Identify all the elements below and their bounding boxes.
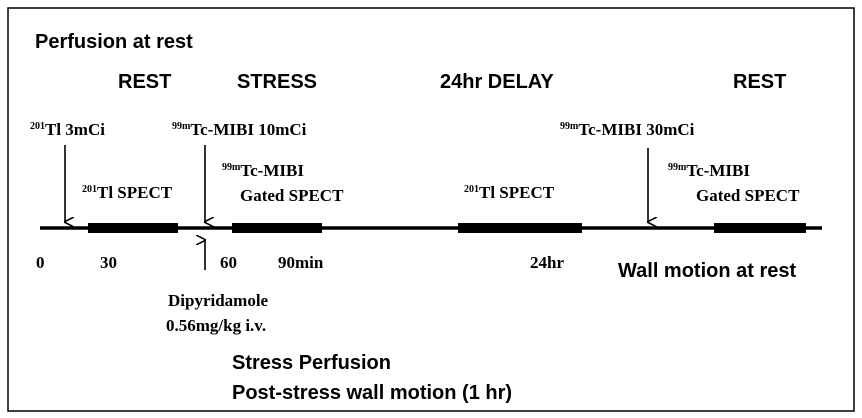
scan-block xyxy=(714,223,806,233)
time-label: 24hr xyxy=(530,253,564,272)
acquisition: Gated SPECT xyxy=(240,186,344,205)
scan-block xyxy=(88,223,178,233)
time-label: 30 xyxy=(100,253,117,272)
time-label: 90min xyxy=(278,253,324,272)
wall-motion: Wall motion at rest xyxy=(618,260,797,282)
stress-agent: 0.56mg/kg i.v. xyxy=(166,316,266,335)
scan-block xyxy=(458,223,582,233)
time-label: 60 xyxy=(220,253,237,272)
dose: 201Tl 3mCi xyxy=(30,120,105,139)
title: Perfusion at rest xyxy=(35,31,193,53)
stress-agent: Dipyridamole xyxy=(168,291,269,310)
acquisition: Gated SPECT xyxy=(696,186,800,205)
phase: STRESS xyxy=(237,71,317,93)
phase: 24hr DELAY xyxy=(440,71,554,93)
dose: 99mTc-MIBI 30mCi xyxy=(560,120,695,139)
acquisition: 99mTc-MIBI xyxy=(222,161,304,180)
stress-note: Stress Perfusion xyxy=(232,352,391,374)
acquisition: 201Tl SPECT xyxy=(464,183,555,202)
dose: 99mTc-MIBI 10mCi xyxy=(172,120,307,139)
scan-block xyxy=(232,223,322,233)
time-label: 0 xyxy=(36,253,45,272)
stress-note: Post-stress wall motion (1 hr) xyxy=(232,382,512,404)
phase: REST xyxy=(118,71,171,93)
phase: REST xyxy=(733,71,786,93)
frame xyxy=(7,7,855,412)
acquisition: 201Tl SPECT xyxy=(82,183,173,202)
acquisition: 99mTc-MIBI xyxy=(668,161,750,180)
